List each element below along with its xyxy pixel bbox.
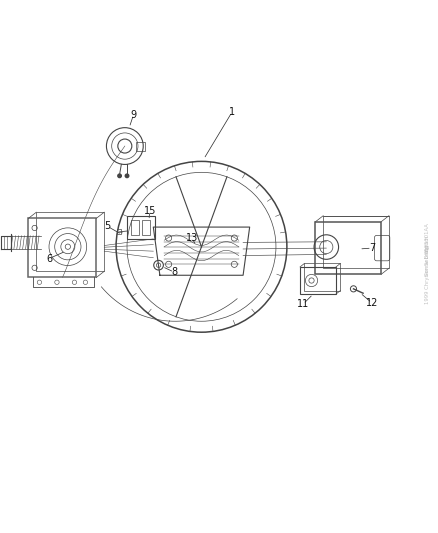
Text: 11: 11	[297, 299, 309, 309]
Bar	[36, 212, 104, 271]
Text: 1999 Chrysler Sebring: 1999 Chrysler Sebring	[424, 245, 430, 304]
Bar	[136, 142, 145, 151]
Text: 8: 8	[171, 267, 177, 277]
Circle shape	[125, 174, 129, 177]
Circle shape	[118, 174, 121, 177]
Text: 15: 15	[144, 206, 156, 216]
Text: 6: 6	[46, 254, 52, 264]
Text: 5: 5	[104, 221, 110, 231]
Bar	[117, 229, 121, 234]
Text: Screw Diagram: Screw Diagram	[424, 236, 430, 276]
Bar	[304, 263, 340, 290]
Text: 6505301AA: 6505301AA	[424, 222, 430, 253]
Bar	[131, 220, 139, 235]
Bar	[142, 220, 150, 235]
Text: 7: 7	[369, 243, 375, 253]
Text: 13: 13	[186, 233, 198, 243]
Text: 9: 9	[131, 109, 137, 119]
Text: 1: 1	[229, 107, 235, 117]
Bar	[127, 216, 155, 239]
Text: 12: 12	[366, 298, 378, 308]
Bar	[323, 216, 389, 268]
Bar	[28, 219, 96, 278]
Bar	[300, 267, 336, 294]
Bar	[315, 222, 381, 274]
